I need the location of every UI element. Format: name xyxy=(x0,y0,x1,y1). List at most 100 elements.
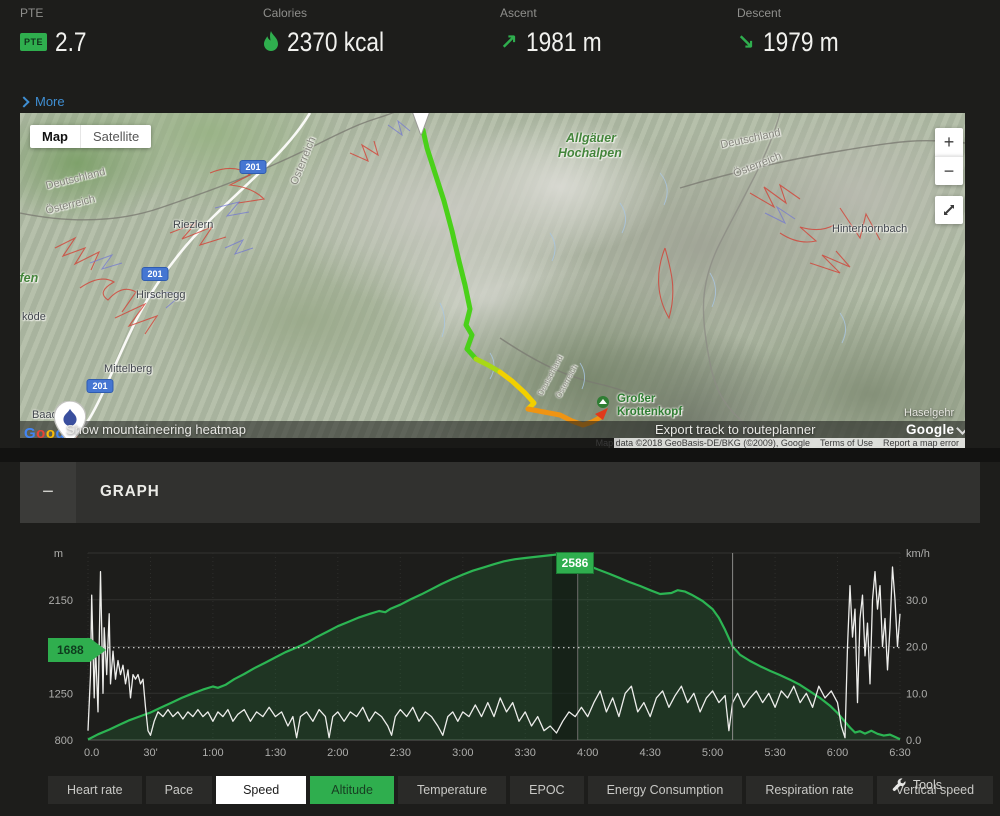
svg-text:0.0: 0.0 xyxy=(906,735,921,747)
stat-label: PTE xyxy=(20,6,44,20)
google-logo-white: Google xyxy=(906,422,955,437)
svg-text:2:00: 2:00 xyxy=(327,747,348,759)
road-badge: 201 xyxy=(141,267,169,281)
terms-link[interactable]: Terms of Use xyxy=(819,438,873,448)
country-border xyxy=(20,113,965,409)
stat-label: Calories xyxy=(263,6,308,20)
stat-value: 2.7 xyxy=(55,26,87,57)
tools-label: Tools xyxy=(912,778,942,792)
svg-text:10.0: 10.0 xyxy=(906,688,927,700)
stat-calories: Calories 2370 kcal xyxy=(263,6,384,57)
heatmap-tracks-blue xyxy=(89,119,796,309)
map-label: Mittelberg xyxy=(104,363,153,375)
graph-title: GRAPH xyxy=(100,483,160,500)
report-error-link[interactable]: Report a map error xyxy=(882,438,959,448)
graph-header: − GRAPH xyxy=(20,462,980,523)
map-bottom-bar xyxy=(20,421,965,438)
heatmap-tracks-red xyxy=(54,140,881,335)
stat-ascent: Ascent ↗ 1981 m xyxy=(500,6,601,57)
graph-button-energy-consumption[interactable]: Energy Consumption xyxy=(587,776,743,804)
svg-text:4:00: 4:00 xyxy=(577,747,598,759)
map-terrain xyxy=(20,113,965,448)
stat-label: Descent xyxy=(737,6,782,20)
collapse-button[interactable]: − xyxy=(20,462,76,523)
graph-button-speed[interactable]: Speed xyxy=(216,776,307,804)
svg-text:20.0: 20.0 xyxy=(906,642,927,654)
svg-text:1:00: 1:00 xyxy=(202,747,223,759)
graph-panel: − GRAPH m km/h 2150 1250 800 30.0 20.0 10.0 0.0 0… xyxy=(20,462,994,816)
fullscreen-button[interactable] xyxy=(935,196,963,224)
graph-button-epoc[interactable]: EPOC xyxy=(510,776,584,804)
chart[interactable]: m km/h 2150 1250 800 30.0 20.0 10.0 0.0 0.0 30' 1:0… xyxy=(20,523,980,776)
svg-text:1250: 1250 xyxy=(49,688,73,700)
chevron-right-icon xyxy=(18,95,30,108)
stat-pte: PTE PTE 2.7 xyxy=(20,6,87,57)
map-label: Haselgehr xyxy=(904,407,955,419)
max-altitude-badge: 2586 xyxy=(556,552,594,574)
stat-descent: Descent ↘ 1979 m xyxy=(737,6,838,57)
svg-text:3:30: 3:30 xyxy=(514,747,535,759)
show-heatmap-link[interactable]: Show mountaineering heatmap xyxy=(66,422,246,437)
peak-icon xyxy=(597,396,609,408)
route-start-marker-icon xyxy=(412,113,430,135)
activity-route xyxy=(420,127,608,428)
graph-series-buttons: Heart rate Pace Speed Altitude Temperature EP… xyxy=(48,776,994,804)
road-badge: 201 xyxy=(239,160,267,174)
svg-text:5:30: 5:30 xyxy=(764,747,785,759)
graph-button-vertical-speed[interactable]: Vertical speed xyxy=(876,776,994,804)
stat-value: 2370 kcal xyxy=(287,26,385,57)
stat-label: Ascent xyxy=(500,6,537,20)
arrow-down-right-icon: ↘ xyxy=(737,29,755,54)
svg-text:3:00: 3:00 xyxy=(452,747,473,759)
graph-button-altitude[interactable]: Altitude xyxy=(310,776,394,804)
svg-text:0.0: 0.0 xyxy=(84,747,99,759)
attribution-filler xyxy=(20,438,620,448)
map-label: Baad xyxy=(32,409,58,421)
map[interactable]: Riezlern Hirschegg Mittelberg Baad köde Hinte… xyxy=(20,113,965,448)
svg-text:m: m xyxy=(54,548,63,560)
graph-button-temperature[interactable]: Temperature xyxy=(397,776,507,804)
svg-text:6:00: 6:00 xyxy=(827,747,848,759)
more-label: More xyxy=(35,94,65,109)
zoom-out-button[interactable]: − xyxy=(935,156,963,185)
map-label: Riezlern xyxy=(173,219,214,231)
svg-text:30': 30' xyxy=(143,747,157,759)
graph-button-pace[interactable]: Pace xyxy=(145,776,213,804)
svg-text:5:00: 5:00 xyxy=(702,747,723,759)
stat-value: 1979 m xyxy=(762,26,839,57)
tools-button[interactable]: Tools xyxy=(892,778,942,792)
arrow-up-right-icon: ↗ xyxy=(500,29,518,54)
creeks xyxy=(439,172,846,390)
svg-text:800: 800 xyxy=(55,735,73,747)
svg-text:2:30: 2:30 xyxy=(390,747,411,759)
svg-text:2150: 2150 xyxy=(49,595,73,607)
svg-text:4:30: 4:30 xyxy=(639,747,660,759)
flame-icon xyxy=(263,31,279,53)
more-link[interactable]: More xyxy=(18,94,65,109)
map-type-control: Map Satellite xyxy=(30,125,152,148)
map-button[interactable]: Map xyxy=(42,129,68,144)
map-label: Krottenkopf xyxy=(617,406,683,418)
attribution-text: Map data ©2018 GeoBasis-DE/BKG (©2009), … xyxy=(595,438,810,448)
zoom-in-button[interactable]: + xyxy=(935,128,963,156)
svg-text:km/h: km/h xyxy=(906,548,930,560)
graph-button-respiration-rate[interactable]: Respiration rate xyxy=(746,776,873,804)
map-attribution: Map data ©2018 GeoBasis-DE/BKG (©2009), … xyxy=(596,438,965,448)
map-label: Hochalpen xyxy=(558,146,622,160)
svg-text:6:30: 6:30 xyxy=(889,747,910,759)
svg-text:30.0: 30.0 xyxy=(906,595,927,607)
location-pin-icon xyxy=(53,400,87,448)
map-label: Hinterhornbach xyxy=(832,223,908,235)
export-track-link[interactable]: Export track to routeplanner xyxy=(655,422,816,437)
stat-value: 1981 m xyxy=(525,26,602,57)
satellite-button[interactable]: Satellite xyxy=(80,125,151,148)
map-label: Ifen xyxy=(20,271,39,285)
expand-icon xyxy=(944,205,954,215)
section-divider xyxy=(0,448,1000,462)
map-label: Großer xyxy=(617,393,656,405)
graph-button-heart-rate[interactable]: Heart rate xyxy=(48,776,142,804)
svg-text:1:30: 1:30 xyxy=(265,747,286,759)
map-label: Allgäuer xyxy=(566,131,617,145)
pte-badge-icon: PTE xyxy=(20,33,47,51)
